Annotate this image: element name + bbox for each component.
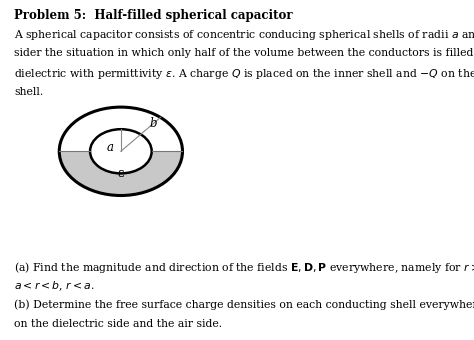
- Text: $a < r < b$, $r < a$.: $a < r < b$, $r < a$.: [14, 280, 95, 293]
- Text: ε: ε: [118, 167, 124, 180]
- Text: sider the situation in which only half of the volume between the conductors is f: sider the situation in which only half o…: [14, 48, 474, 57]
- Text: shell.: shell.: [14, 87, 44, 97]
- Text: b: b: [149, 117, 157, 130]
- Text: on the dielectric side and the air side.: on the dielectric side and the air side.: [14, 319, 222, 329]
- Text: Problem 5:  Half-filled spherical capacitor: Problem 5: Half-filled spherical capacit…: [14, 8, 293, 21]
- Text: a: a: [107, 141, 114, 154]
- Text: (b) Determine the free surface charge densities on each conducting shell everywh: (b) Determine the free surface charge de…: [14, 300, 474, 310]
- Wedge shape: [59, 151, 182, 196]
- Text: dielectric with permittivity $\epsilon$. A charge $Q$ is placed on the inner she: dielectric with permittivity $\epsilon$.…: [14, 67, 474, 81]
- Wedge shape: [59, 107, 182, 151]
- Text: (c) Determine the bound charge at $r = a$ and $r = b$.: (c) Determine the bound charge at $r = a…: [14, 339, 290, 340]
- Text: A spherical capacitor consists of concentric conducing spherical shells of radii: A spherical capacitor consists of concen…: [14, 28, 474, 42]
- Circle shape: [90, 129, 152, 173]
- Text: (a) Find the magnitude and direction of the fields $\mathbf{E}, \mathbf{D}, \mat: (a) Find the magnitude and direction of …: [14, 260, 474, 275]
